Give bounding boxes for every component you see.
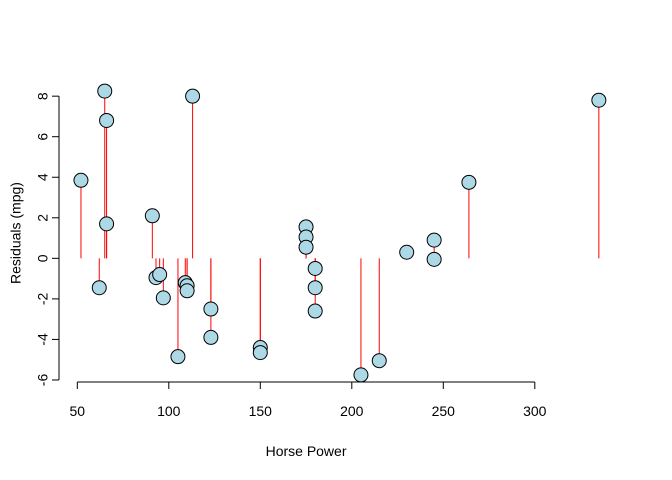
data-point: [144, 208, 160, 224]
data-point: [252, 345, 268, 361]
data-point: [155, 290, 171, 306]
x-tick-label: 150: [249, 403, 273, 419]
x-tick-label: 300: [523, 403, 547, 419]
data-point: [307, 280, 323, 296]
data-point: [591, 92, 607, 108]
data-point: [185, 88, 201, 104]
data-point: [426, 251, 442, 267]
data-point: [99, 112, 115, 128]
y-tick-label: -6: [35, 374, 51, 387]
y-tick-label: 8: [35, 92, 51, 100]
data-point: [461, 174, 477, 190]
residual-lines: [80, 91, 600, 375]
data-point: [152, 267, 168, 283]
data-point: [97, 83, 113, 99]
data-point: [426, 232, 442, 248]
x-axis: 50 100 150 200 250 300: [70, 381, 547, 419]
x-tick-label: 100: [157, 403, 181, 419]
y-tick-label: 4: [35, 173, 51, 181]
data-point: [399, 244, 415, 260]
data-points: [73, 83, 607, 383]
data-point: [307, 260, 323, 276]
x-tick-label: 50: [70, 403, 86, 419]
data-point: [298, 239, 314, 255]
data-point: [179, 283, 195, 299]
data-point: [73, 172, 89, 188]
x-axis-title: Horse Power: [266, 443, 347, 459]
data-point: [353, 367, 369, 383]
y-axis-title: Residuals (mpg): [8, 182, 24, 284]
data-point: [203, 329, 219, 345]
data-point: [307, 303, 323, 319]
data-point: [371, 353, 387, 369]
y-tick-label: -2: [35, 292, 51, 305]
data-point: [203, 301, 219, 317]
data-point: [91, 280, 107, 296]
y-axis: -6 -4 -2 0 2 4 6 8: [35, 92, 60, 387]
data-point: [99, 216, 115, 232]
y-tick-label: -4: [35, 333, 51, 346]
x-tick-label: 250: [432, 403, 456, 419]
y-tick-label: 0: [35, 254, 51, 262]
y-tick-label: 2: [35, 214, 51, 222]
data-point: [170, 349, 186, 365]
y-tick-label: 6: [35, 133, 51, 141]
x-tick-label: 200: [340, 403, 364, 419]
